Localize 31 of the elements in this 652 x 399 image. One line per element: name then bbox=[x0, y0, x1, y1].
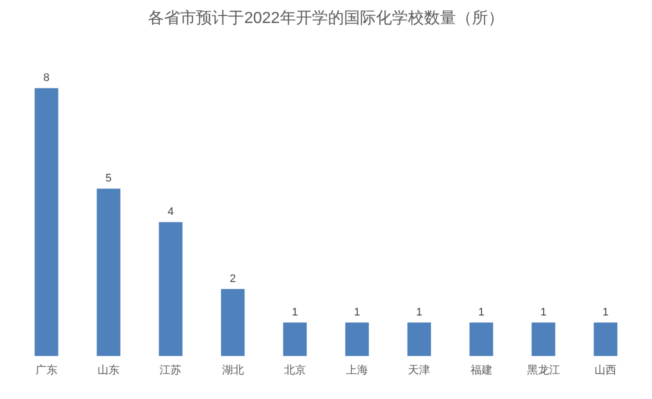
x-tick-label: 黑龙江 bbox=[526, 364, 560, 376]
bar bbox=[96, 188, 120, 356]
data-label: 1 bbox=[478, 306, 484, 319]
bar bbox=[532, 322, 556, 356]
bar bbox=[470, 322, 494, 356]
data-label: 5 bbox=[106, 172, 112, 185]
x-tick-label: 福建 bbox=[470, 364, 492, 376]
x-tick-label: 上海 bbox=[346, 364, 368, 376]
data-label: 8 bbox=[43, 72, 50, 84]
data-label: 1 bbox=[292, 306, 298, 319]
data-label: 4 bbox=[168, 206, 174, 218]
bar bbox=[407, 322, 431, 356]
x-tick-label: 山西 bbox=[594, 364, 617, 376]
x-tick-label: 天津 bbox=[408, 364, 430, 376]
data-label: 1 bbox=[602, 306, 609, 319]
chart-title: 各省市预计于2022年开学的国际化学校数量（所） bbox=[148, 9, 504, 27]
bar bbox=[594, 322, 618, 356]
x-tick-label: 广东 bbox=[35, 364, 58, 376]
bar bbox=[283, 322, 307, 356]
bar bbox=[221, 289, 245, 356]
bar bbox=[34, 88, 58, 356]
x-tick-label: 北京 bbox=[284, 364, 306, 376]
bar bbox=[345, 322, 369, 356]
x-tick-label: 山东 bbox=[98, 364, 120, 376]
data-label: 1 bbox=[540, 306, 546, 319]
x-tick-label: 江苏 bbox=[160, 364, 182, 376]
data-label: 2 bbox=[230, 273, 236, 286]
data-label: 1 bbox=[416, 306, 422, 319]
bar bbox=[158, 222, 182, 356]
data-label: 1 bbox=[354, 306, 360, 319]
x-tick-label: 湖北 bbox=[222, 364, 244, 376]
